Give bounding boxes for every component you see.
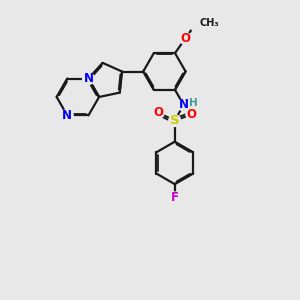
Circle shape [61, 110, 73, 121]
Circle shape [186, 108, 198, 120]
Circle shape [169, 115, 181, 126]
Text: N: N [62, 109, 72, 122]
Circle shape [152, 107, 164, 119]
Text: H: H [189, 98, 197, 109]
Text: F: F [171, 191, 179, 204]
Text: N: N [179, 98, 189, 111]
Circle shape [189, 99, 197, 108]
Circle shape [188, 15, 204, 31]
Circle shape [82, 73, 94, 85]
Text: O: O [153, 106, 163, 119]
Circle shape [178, 99, 190, 111]
Circle shape [169, 192, 181, 204]
Text: O: O [187, 108, 197, 121]
Text: CH₃: CH₃ [200, 18, 220, 28]
Text: S: S [170, 114, 179, 127]
Text: O: O [180, 32, 190, 45]
Text: N: N [83, 72, 94, 85]
Circle shape [179, 32, 191, 44]
